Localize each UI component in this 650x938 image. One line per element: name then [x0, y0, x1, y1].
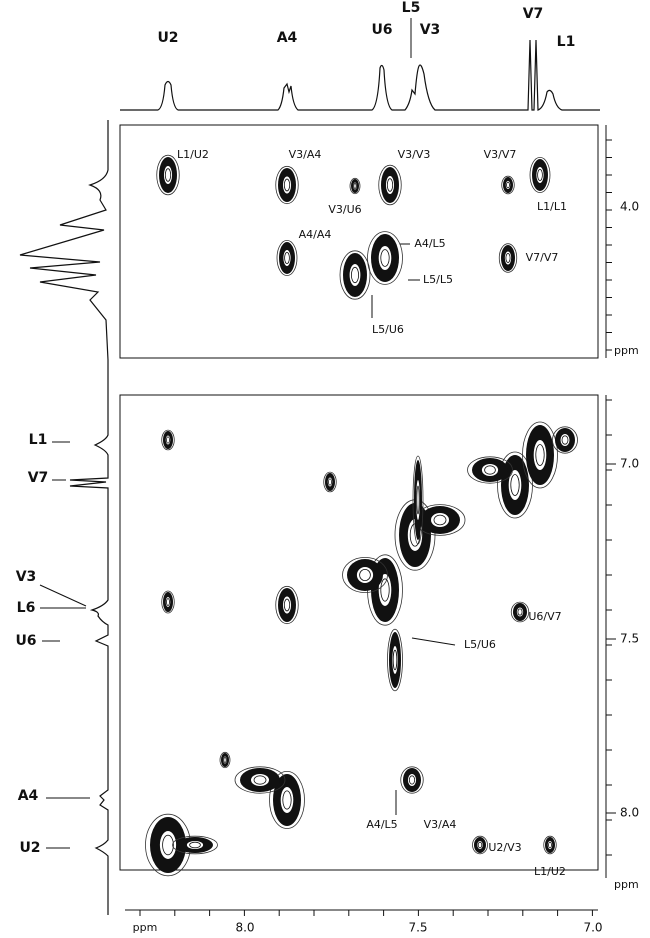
peak-label: U6	[371, 22, 392, 38]
cross-peak-label: V3/A4	[289, 148, 322, 161]
peak-label: U2	[19, 840, 40, 856]
peak-label: L5	[402, 0, 421, 16]
top-spectrum	[120, 40, 600, 110]
leader-line	[412, 638, 455, 645]
cross-peak-label: U6/V7	[528, 610, 561, 623]
cross-peak-label: L1/L1	[537, 200, 567, 213]
cross-peak-label: A4/L5	[414, 237, 445, 250]
peak-label: V3	[16, 569, 37, 585]
axis-tick-label: 7.0	[583, 921, 602, 935]
cross-peak-label: A4/A4	[299, 228, 332, 241]
cross-peak-label: L5/L5	[423, 273, 453, 286]
contours	[146, 155, 578, 876]
axis-tick-label: 4.0	[620, 200, 639, 214]
axis-tick-label: 7.0	[620, 457, 639, 471]
peak-label: U2	[157, 30, 178, 46]
figure: U2 A4 U6 L5 V3 V7 L1 L1 V7 V3 L6 U6 A4 U2 L1/U2 V3/A4 V3…	[0, 0, 650, 938]
peak-label: A4	[18, 788, 39, 804]
axis-unit: ppm	[614, 878, 639, 891]
axis-unit: ppm	[614, 344, 639, 357]
cross-peak-label: A4/L5	[366, 818, 397, 831]
axis-unit: ppm	[133, 921, 158, 934]
cross-peak-label: L5/U6	[372, 323, 404, 336]
cross-peak-label: V3/U6	[328, 203, 361, 216]
peak-label: U6	[15, 633, 36, 649]
peak-label: L1	[557, 34, 576, 50]
leader-line	[40, 585, 86, 606]
axis-tick-label: 8.0	[620, 806, 639, 820]
axis-tick-label: 8.0	[235, 921, 254, 935]
cross-peak-label: V7/V7	[526, 251, 559, 264]
cross-peak-label: L1/U2	[534, 865, 566, 878]
cross-peak-label: L1/U2	[177, 148, 209, 161]
page: U2 A4 U6 L5 V3 V7 L1 L1 V7 V3 L6 U6 A4 U2 L1/U2 V3/A4 V3…	[0, 0, 650, 938]
cross-peak-label: L5/U6	[464, 638, 496, 651]
cross-peak-label: V3/A4	[424, 818, 457, 831]
cross-peak-label: V3/V7	[484, 148, 517, 161]
axis-tick-label: 7.5	[408, 921, 427, 935]
lower-panel-frame	[120, 395, 598, 870]
peak-label: V7	[28, 470, 49, 486]
peak-label: V7	[523, 6, 544, 22]
peak-label: L6	[17, 600, 36, 616]
cross-peak-label: U2/V3	[488, 841, 521, 854]
peak-label: V3	[420, 22, 441, 38]
peak-label: A4	[277, 30, 298, 46]
axis-tick-label: 7.5	[620, 632, 639, 646]
peak-label: L1	[29, 432, 48, 448]
cross-peak-label: V3/V3	[398, 148, 431, 161]
